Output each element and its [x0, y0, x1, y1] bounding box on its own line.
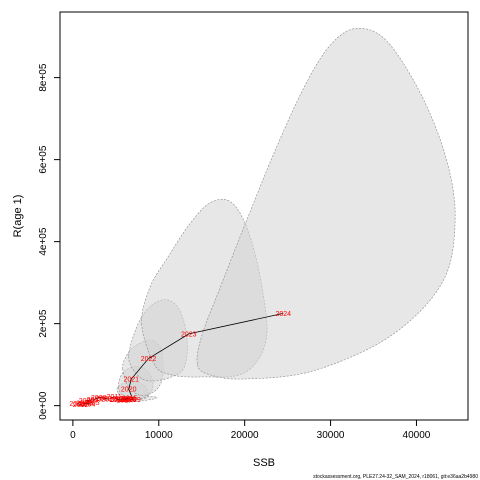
year-label-2022: 2022	[141, 356, 157, 363]
y-axis: 0e+00 2e+05 4e+05 6e+05 8e+05	[38, 63, 60, 420]
trajectory-line-group	[77, 313, 284, 405]
year-label-2010: 2010	[101, 397, 117, 404]
x-axis: 0 10000 20000 30000 40000	[70, 420, 431, 441]
year-label-2009: 2009	[96, 396, 112, 403]
year-label-2018: 2018	[121, 397, 137, 404]
year-label-2007: 2007	[87, 397, 103, 404]
y-tick-label-600000: 6e+05	[38, 145, 49, 174]
year-label-2002: 2002	[73, 402, 89, 409]
x-tick-label-0: 0	[70, 430, 76, 441]
year-label-2016: 2016	[112, 397, 128, 404]
year-label-2020: 2020	[121, 387, 137, 394]
plot-frame	[59, 11, 469, 421]
y-tick-label-400000: 4e+05	[38, 227, 49, 256]
year-label-2023: 2023	[181, 331, 197, 338]
year-label-2013: 2013	[115, 396, 131, 403]
year-label-2024: 2024	[276, 311, 292, 318]
x-tick-label-20000: 20000	[231, 430, 259, 441]
year-label-2001: 2001	[69, 401, 85, 408]
year-label-2021: 2021	[124, 377, 140, 384]
year-labels: 2001200220032004200520062007200820092010…	[69, 311, 291, 409]
year-label-2004: 2004	[80, 402, 96, 409]
confidence-ellipses	[113, 27, 456, 403]
y-tick-label-200000: 2e+05	[38, 309, 49, 338]
year-label-2006: 2006	[79, 398, 95, 405]
year-label-2011: 2011	[107, 394, 122, 401]
year-label-2017: 2017	[117, 397, 133, 404]
trajectory-line	[77, 313, 284, 405]
y-tick-label-800000: 8e+05	[38, 63, 49, 92]
year-label-2015: 2015	[122, 395, 138, 402]
year-label-2003: 2003	[76, 401, 92, 408]
year-label-2005: 2005	[84, 400, 100, 407]
year-label-2014: 2014	[119, 397, 135, 404]
year-label-2008: 2008	[91, 395, 107, 402]
x-tick-label-30000: 30000	[317, 430, 345, 441]
y-tick-label-0: 0e+00	[38, 391, 49, 420]
year-label-2019: 2019	[125, 397, 141, 404]
confidence-ellipse-2024	[196, 27, 456, 380]
footer-source-text: stockassessment.org, PLE27.24-32_SAM_202…	[313, 474, 478, 480]
y-axis-title: R(age 1)	[12, 195, 24, 238]
year-label-2012: 2012	[110, 397, 126, 404]
x-tick-label-40000: 40000	[403, 430, 431, 441]
x-tick-label-10000: 10000	[145, 430, 173, 441]
x-axis-title: SSB	[253, 457, 275, 469]
